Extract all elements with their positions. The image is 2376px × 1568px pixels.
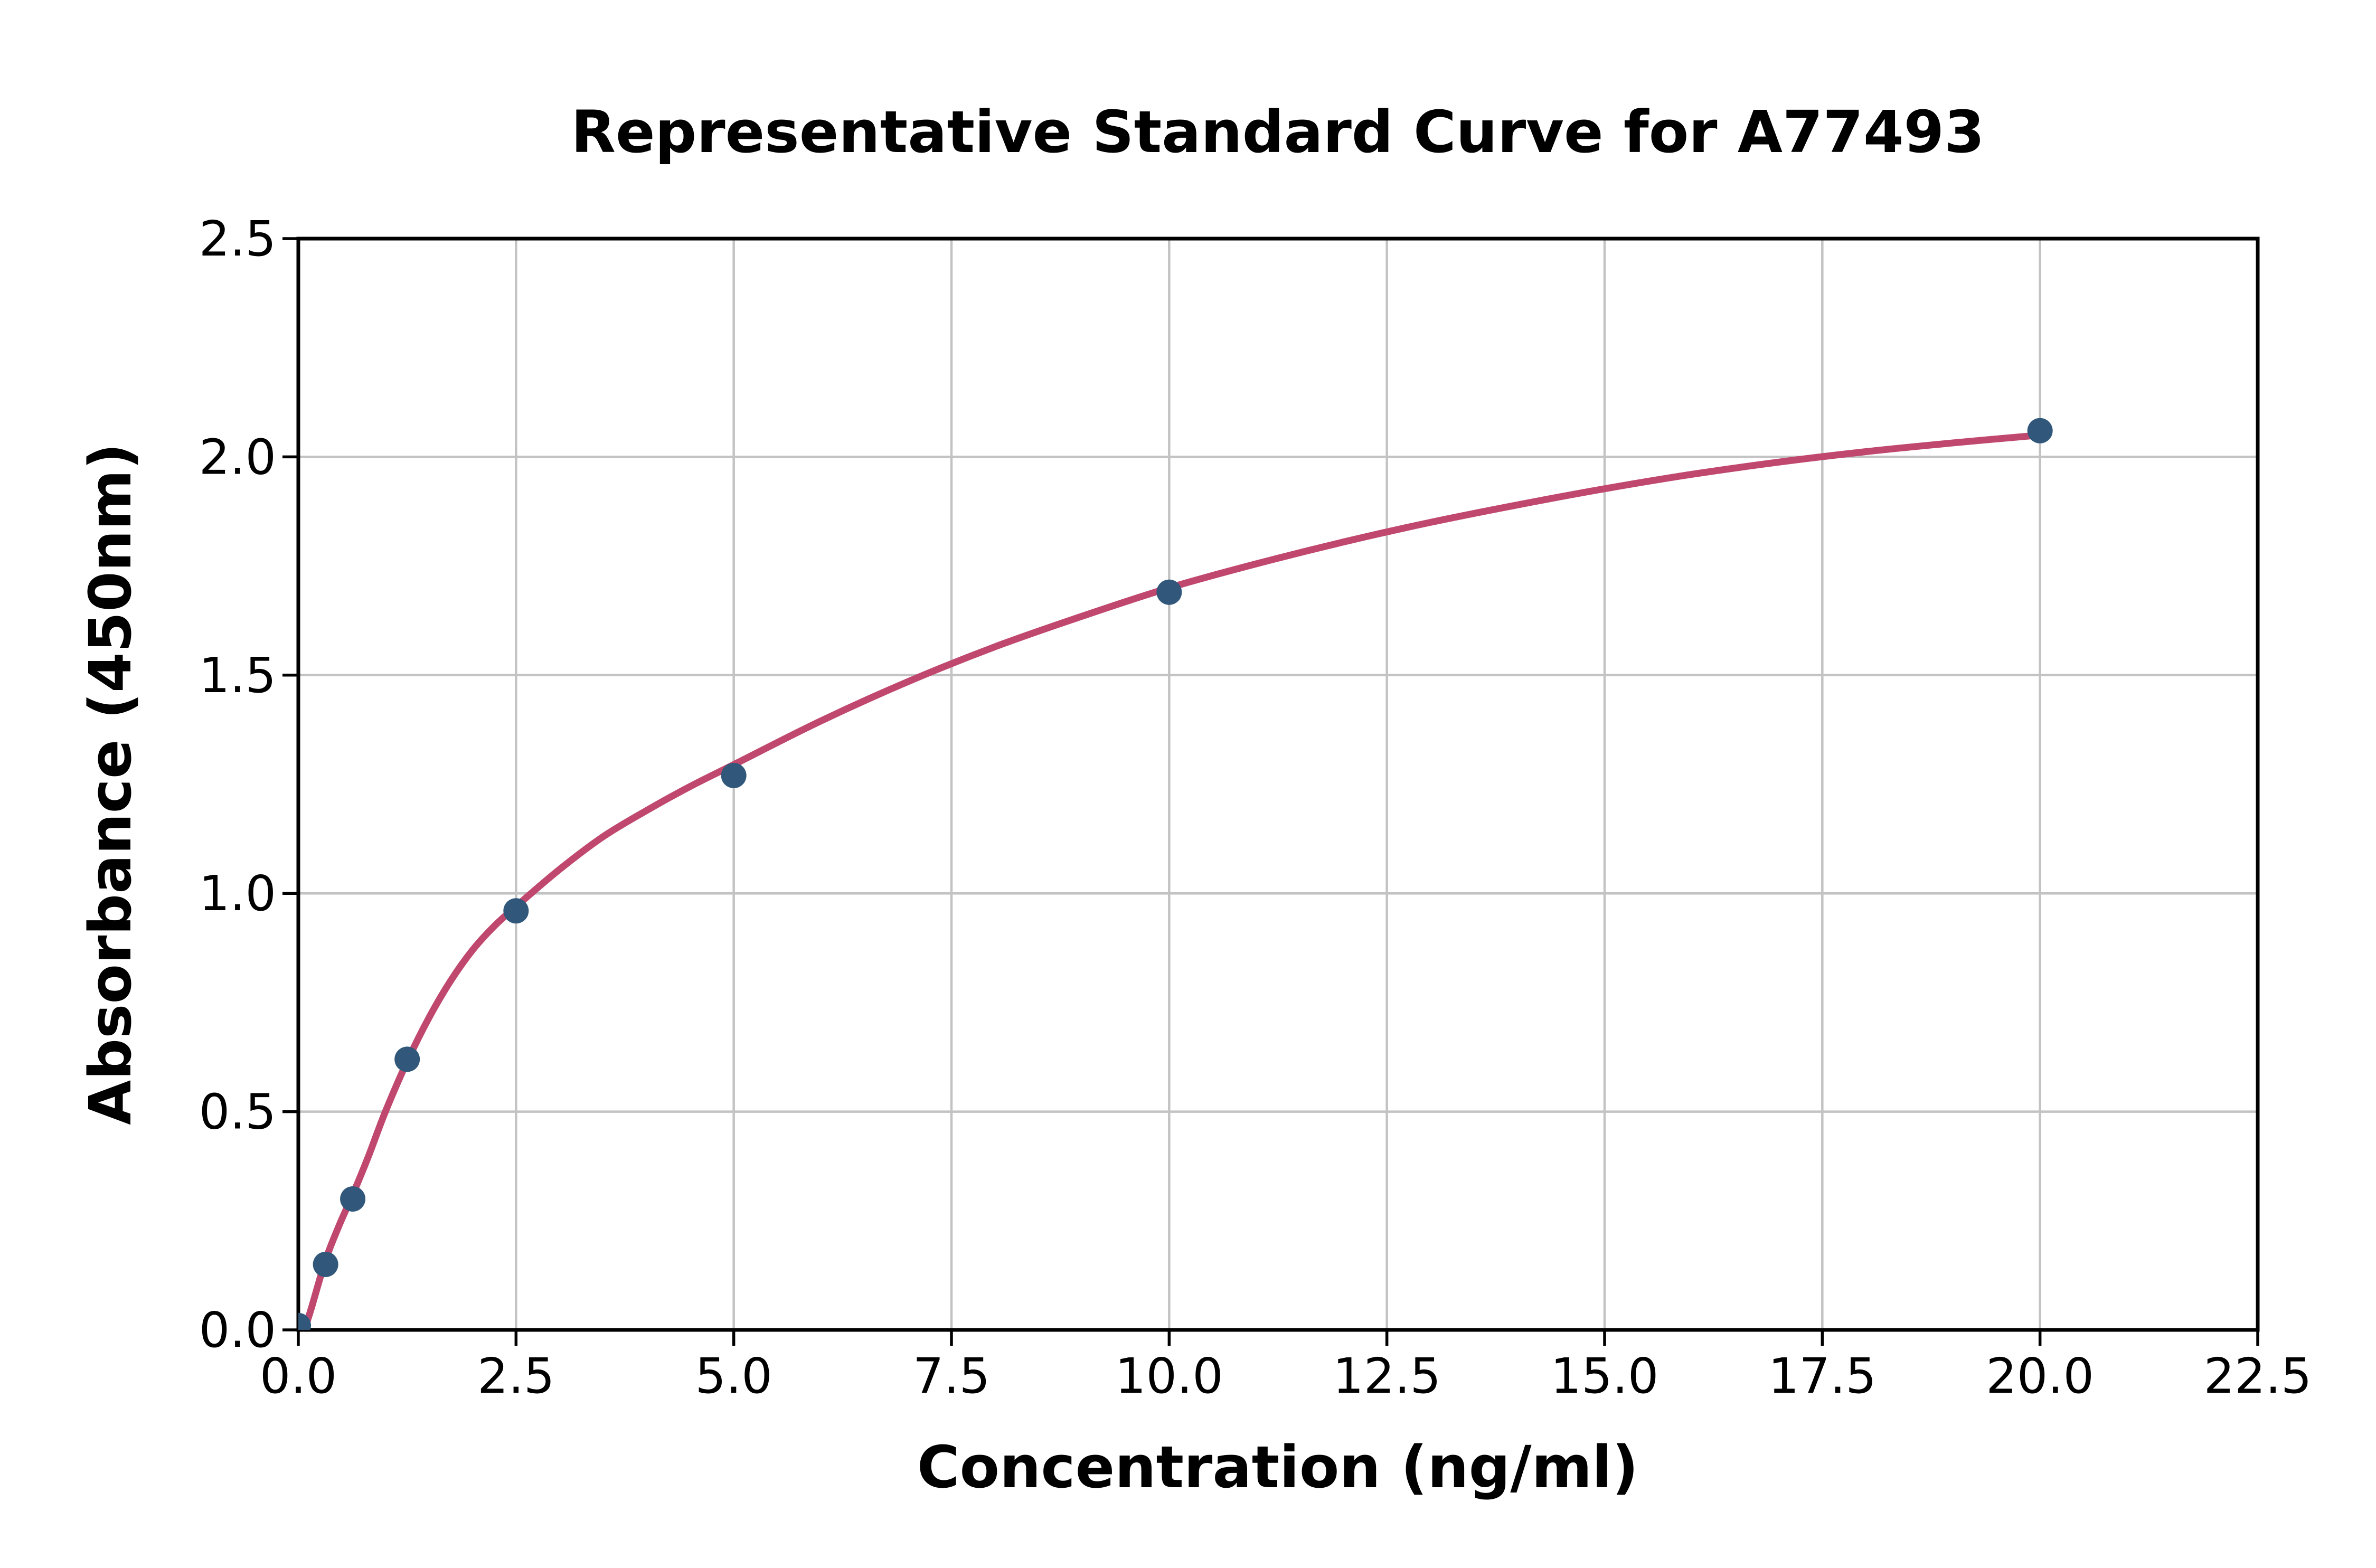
data-point bbox=[394, 1046, 420, 1072]
data-point bbox=[313, 1251, 338, 1277]
x-axis-label: Concentration (ng/ml) bbox=[917, 1433, 1638, 1501]
x-tick-label: 5.0 bbox=[695, 1348, 772, 1404]
x-tick-label: 7.5 bbox=[913, 1348, 990, 1404]
grid-lines bbox=[297, 237, 2259, 1331]
data-point bbox=[2027, 418, 2053, 443]
x-tick-label: 0.0 bbox=[260, 1348, 337, 1404]
fit-curve-layer bbox=[301, 431, 2044, 1330]
x-tick-label: 17.5 bbox=[1768, 1348, 1877, 1404]
x-tick-label: 22.5 bbox=[2204, 1348, 2312, 1404]
data-point bbox=[1156, 579, 1182, 605]
chart-title: Representative Standard Curve for A77493 bbox=[571, 98, 1984, 166]
x-tick-label: 10.0 bbox=[1115, 1348, 1223, 1404]
data-point bbox=[721, 762, 747, 788]
x-tick-label: 2.5 bbox=[477, 1348, 554, 1404]
x-tick-label: 20.0 bbox=[1986, 1348, 2094, 1404]
y-tick-label: 2.0 bbox=[199, 429, 276, 485]
data-point bbox=[503, 898, 529, 924]
y-tick-label: 1.0 bbox=[199, 865, 276, 922]
axis-ticks bbox=[282, 237, 2259, 1346]
y-tick-label: 0.0 bbox=[199, 1302, 276, 1358]
data-point bbox=[298, 1312, 311, 1330]
y-tick-label: 1.5 bbox=[199, 647, 276, 704]
data-point bbox=[340, 1186, 366, 1212]
x-tick-label: 12.5 bbox=[1333, 1348, 1441, 1404]
data-points-layer bbox=[298, 418, 2053, 1330]
y-axis-label: Absorbance (450nm) bbox=[77, 443, 144, 1125]
x-tick-label: 15.0 bbox=[1551, 1348, 1659, 1404]
y-tick-label: 0.5 bbox=[199, 1084, 276, 1140]
plot-border bbox=[296, 237, 2260, 1332]
fit-curve bbox=[301, 431, 2044, 1330]
tick-labels: 0.0 2.5 5.0 7.5 10.0 12.5 15.0 17.5 20.0 22.5 0.0 0… bbox=[199, 211, 2312, 1404]
y-tick-label: 2.5 bbox=[199, 211, 276, 267]
